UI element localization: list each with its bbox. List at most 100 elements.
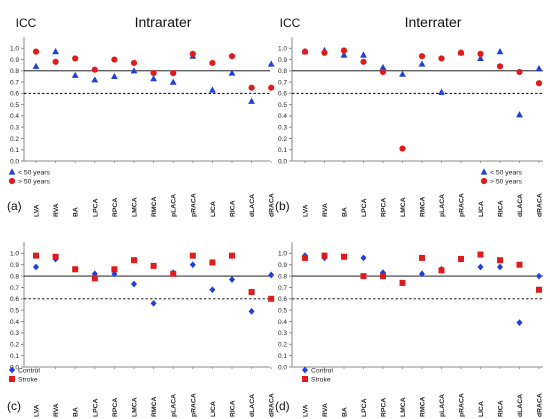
- y-tick-label: 0.8: [10, 68, 19, 75]
- data-point: [209, 259, 216, 266]
- data-point: [111, 72, 118, 80]
- data-point: [497, 257, 503, 264]
- data-point: [360, 58, 367, 65]
- data-point: [399, 70, 406, 77]
- y-tick-label: 0.5: [10, 307, 19, 314]
- panel-label: (b): [275, 199, 290, 213]
- x-tick-label: LMCA: [132, 397, 139, 417]
- legend-label: Stroke: [18, 376, 38, 383]
- x-tick-label: pRACA: [459, 193, 466, 217]
- y-tick-label: 0.1: [10, 147, 19, 154]
- y-tick-label: 0.1: [278, 147, 287, 154]
- panel-b: 0.0 0.1 0.2 0.3 0.4 0.5 0.6 0.7 0.8 0.9 1.0 LVA RVA B…: [275, 14, 544, 217]
- x-tick-label: LVA: [303, 204, 310, 217]
- data-point: [229, 276, 235, 283]
- y-axis-label: ICC: [280, 16, 301, 30]
- data-point: [248, 307, 255, 315]
- y-tick-label: 0.9: [278, 57, 287, 64]
- y-tick-label: 0.7: [278, 79, 287, 86]
- x-tick-label: pRACA: [459, 393, 466, 417]
- data-point: [248, 97, 255, 104]
- data-point: [497, 263, 503, 271]
- x-tick-label: pRACA: [190, 193, 197, 217]
- data-point: [438, 267, 445, 274]
- x-tick-label: RMCA: [151, 397, 158, 417]
- data-point: [111, 56, 118, 63]
- data-point: [268, 295, 275, 302]
- data-point: [209, 59, 216, 67]
- x-tick-label: LICA: [210, 401, 217, 417]
- y-tick-label: 0.3: [10, 330, 19, 337]
- x-tick-label: LICA: [210, 201, 217, 217]
- y-tick-label: 1.0: [10, 46, 19, 53]
- legend-marker: [302, 366, 308, 374]
- x-tick-label: LMCA: [132, 197, 139, 217]
- data-point: [321, 49, 328, 56]
- x-tick-label: dRACA: [537, 193, 544, 217]
- data-point: [150, 75, 157, 82]
- x-tick-label: RMCA: [151, 197, 158, 217]
- y-tick-label: 0.5: [278, 102, 287, 109]
- x-tick-label: LICA: [478, 401, 485, 417]
- data-point: [91, 275, 98, 282]
- series-stroke: [302, 251, 542, 293]
- data-point: [399, 145, 406, 152]
- x-tick-label: RVA: [53, 403, 60, 417]
- data-point: [477, 251, 484, 258]
- data-point: [248, 289, 255, 295]
- data-point: [33, 252, 39, 259]
- data-point: [477, 54, 484, 62]
- legend-marker: [9, 366, 15, 374]
- x-tick-label: RVA: [322, 203, 329, 217]
- data-point: [71, 71, 79, 78]
- data-point: [302, 254, 308, 261]
- y-tick-label: 0.7: [278, 285, 287, 292]
- data-point: [341, 253, 347, 260]
- data-point: [268, 84, 275, 91]
- data-point: [418, 60, 426, 67]
- x-tick-label: LPCA: [361, 398, 368, 417]
- x-tick-label: RICA: [230, 200, 237, 217]
- y-tick-label: 0.9: [278, 262, 287, 269]
- data-point: [150, 299, 157, 307]
- data-point: [32, 48, 40, 55]
- x-tick-label: dRACA: [269, 193, 276, 217]
- panel-title: Interrater: [405, 14, 462, 30]
- data-point: [340, 47, 348, 54]
- data-point: [209, 286, 216, 294]
- data-point: [52, 58, 59, 65]
- panel-d: 0.0 0.1 0.2 0.3 0.4 0.5 0.6 0.7 0.8 0.9 1.0 LVA RVA B…: [275, 242, 544, 417]
- x-tick-label: BA: [342, 207, 349, 217]
- panel-label: (c): [7, 399, 21, 413]
- data-point: [111, 270, 118, 278]
- panel-label: (d): [275, 399, 290, 413]
- y-tick-label: 0.6: [278, 296, 287, 303]
- data-point: [536, 286, 542, 293]
- x-tick-label: BA: [73, 207, 80, 217]
- x-tick-label: LPCA: [92, 398, 99, 417]
- panel-a: 0.0 0.1 0.2 0.3 0.4 0.5 0.6 0.7 0.8 0.9 1.0 LVA RVA B…: [7, 14, 276, 217]
- y-tick-label: 0.2: [278, 136, 287, 143]
- data-point: [72, 266, 79, 273]
- data-point: [228, 53, 236, 60]
- data-point: [438, 55, 445, 62]
- data-point: [419, 270, 425, 278]
- data-point: [91, 270, 98, 278]
- x-tick-label: LPCA: [361, 198, 368, 217]
- x-tick-label: dRACA: [537, 393, 544, 417]
- data-point: [536, 272, 542, 280]
- data-point: [399, 279, 406, 286]
- y-tick-label: 0.2: [10, 136, 19, 143]
- x-tick-label: dLACA: [249, 394, 256, 417]
- data-point: [457, 49, 465, 56]
- series--50-years: [32, 48, 275, 104]
- data-point: [189, 252, 196, 259]
- data-point: [321, 252, 328, 259]
- x-tick-label: pRACA: [190, 393, 197, 417]
- data-point: [131, 280, 137, 288]
- data-point: [380, 269, 386, 277]
- x-tick-label: dLACA: [249, 194, 256, 217]
- y-tick-label: 0.7: [10, 79, 19, 86]
- legend-label: Control: [18, 367, 40, 374]
